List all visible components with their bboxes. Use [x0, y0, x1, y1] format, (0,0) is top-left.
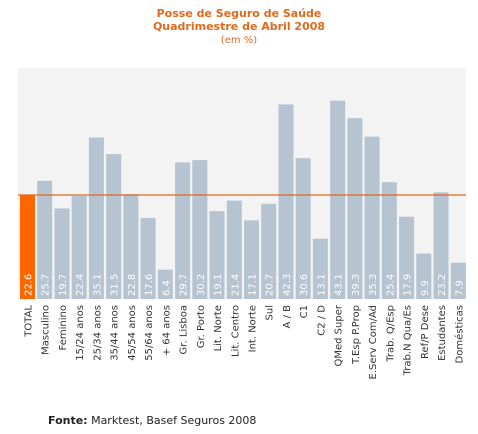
- bar-value-label: 17.9: [403, 274, 414, 296]
- bar: [330, 100, 346, 299]
- chart-unit: (em %): [221, 35, 257, 46]
- category-labels: TOTAL Masculino Feminino 15/24 anos 25/34 an…: [24, 304, 466, 379]
- bar: [278, 104, 294, 300]
- bar-value-label: 43.1: [334, 274, 345, 296]
- bar: [433, 192, 449, 299]
- bar: [88, 137, 104, 299]
- category-label: 15/24 anos: [75, 305, 86, 361]
- category-label: Trab.N Qua/Es: [403, 305, 414, 376]
- value-labels: 22.6 25.7 19.7 22.4 35.1 31.5 22.8 17.6 6.4 29.7 3…: [24, 274, 466, 296]
- category-label: Lit. Centro: [230, 305, 241, 357]
- category-label: QMed Super: [334, 304, 345, 366]
- bar: [416, 253, 432, 299]
- bar: [37, 180, 53, 299]
- bar-value-label: 42.3: [282, 274, 293, 296]
- bar: [20, 195, 35, 299]
- bar: [106, 154, 122, 299]
- bar-value-label: 25.7: [41, 274, 52, 296]
- category-label: 35/44 anos: [110, 305, 121, 361]
- bar-value-label: 30.6: [299, 274, 310, 296]
- bar-value-label: 29.7: [179, 274, 190, 296]
- category-label: Masculino: [41, 305, 52, 355]
- category-label: 25/34 anos: [92, 305, 103, 361]
- category-label: Domésticas: [453, 305, 465, 363]
- bar: [140, 218, 156, 299]
- bar: [381, 182, 397, 299]
- chart-title: Posse de Seguro de Saúde: [157, 7, 322, 20]
- bar: [54, 208, 70, 299]
- category-label: Sul: [265, 305, 276, 320]
- bar-value-label: 25.4: [385, 274, 396, 296]
- bar-value-label: 19.1: [213, 274, 224, 296]
- category-label: 55/64 anos: [144, 305, 155, 361]
- bar: [226, 200, 242, 299]
- bar-value-label: 21.4: [230, 274, 241, 296]
- bar-value-label: 9.9: [420, 280, 431, 296]
- category-label: Gr. Porto: [196, 305, 207, 348]
- bar: [244, 220, 259, 299]
- bar-value-label: 22.4: [75, 274, 86, 296]
- bar: [295, 158, 311, 299]
- category-label: Estudantes: [437, 305, 448, 361]
- category-label: Int. Norte: [248, 305, 259, 352]
- bar: [123, 194, 139, 299]
- category-label: Ref/P Dese: [420, 305, 431, 359]
- category-label: Feminino: [58, 305, 69, 350]
- bar-value-label: 31.5: [110, 274, 121, 296]
- bar-value-label: 30.2: [196, 274, 207, 296]
- bar-value-label: 23.2: [437, 274, 448, 296]
- bar-value-label: 13.1: [316, 274, 327, 296]
- bar-value-label: 6.4: [161, 280, 172, 296]
- category-label: T.Esp P.Prop: [351, 305, 362, 365]
- category-label: Trab. Q/Esp: [385, 305, 396, 363]
- bar: [364, 136, 380, 299]
- bar-value-label: 7.9: [454, 280, 465, 296]
- bar: [450, 262, 466, 299]
- bar: [312, 238, 328, 299]
- bar: [347, 118, 363, 299]
- bar-value-label: 35.3: [368, 274, 379, 296]
- bar: [261, 203, 277, 299]
- bar-value-label: 17.1: [248, 274, 259, 296]
- category-label: E.Serv Com/Ad: [368, 305, 379, 379]
- bar-value-label: 22.8: [127, 274, 138, 296]
- category-label: 45/54 anos: [127, 305, 138, 361]
- category-label: Gr. Lisboa: [179, 305, 190, 354]
- bar: [399, 216, 415, 299]
- source-note: Fonte: Marktest, Basef Seguros 2008: [48, 414, 256, 427]
- bar-value-label: 22.6: [24, 274, 35, 296]
- category-label: A / B: [282, 305, 293, 329]
- chart-subtitle: Quadrimestre de Abril 2008: [153, 20, 325, 33]
- category-label: Lit. Norte: [213, 305, 224, 351]
- bar-value-label: 35.1: [92, 274, 103, 296]
- bar: [175, 162, 191, 299]
- bar-value-label: 17.6: [144, 274, 155, 296]
- source-label: Fonte:: [48, 414, 88, 427]
- bar-value-label: 20.7: [265, 274, 276, 296]
- source-text: Marktest, Basef Seguros 2008: [91, 414, 257, 427]
- category-label: C2 / D: [316, 305, 327, 336]
- bar-value-label: 19.7: [58, 274, 69, 296]
- bar: [71, 196, 87, 299]
- bar: [209, 211, 225, 299]
- category-label: C1: [299, 305, 310, 318]
- category-label: + 64 anos: [161, 305, 172, 356]
- bar-value-label: 39.3: [351, 274, 362, 296]
- bar: [157, 269, 173, 299]
- category-label: TOTAL: [24, 305, 35, 338]
- bars: [20, 100, 466, 300]
